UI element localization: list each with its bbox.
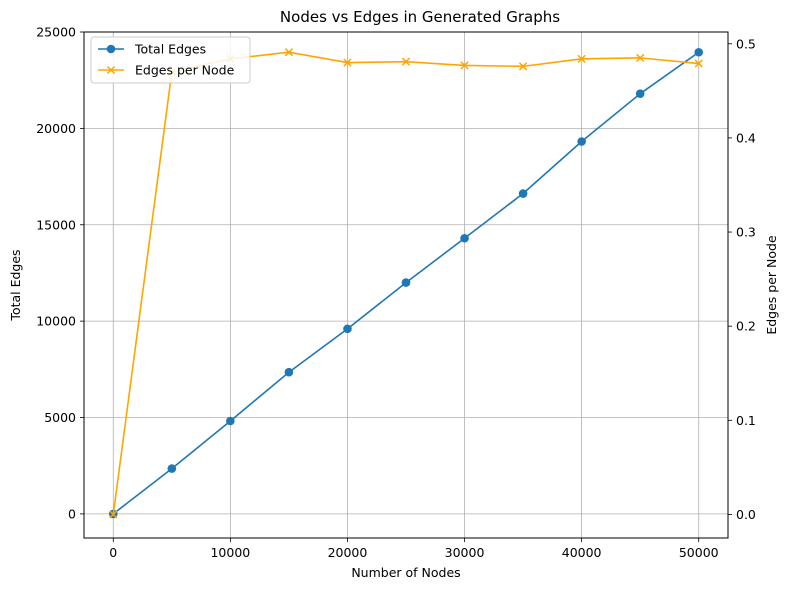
- data-point-total-edges-1: [167, 464, 177, 473]
- series-total-edges: [108, 47, 704, 519]
- y-tick-label-4: 20000: [36, 121, 76, 136]
- legend-marker-total-edges: [106, 44, 116, 54]
- series-layer: [108, 47, 704, 519]
- data-point-total-edges-10: [694, 47, 704, 57]
- data-point-total-edges-2: [226, 416, 235, 426]
- data-point-edges-per-node-7: [518, 62, 528, 71]
- x-tick-label-5: 50000: [679, 545, 719, 560]
- data-point-edges-per-node-0: [109, 510, 118, 519]
- y-tick-label-2: 10000: [36, 314, 76, 329]
- y2-tick-label-1: 0.1: [736, 413, 756, 428]
- data-point-total-edges-3: [284, 367, 294, 377]
- data-point-total-edges-8: [577, 137, 586, 146]
- data-point-total-edges-4: [343, 324, 352, 334]
- x-tick-label-1: 10000: [210, 545, 250, 560]
- x-tick-label-0: 0: [109, 545, 117, 560]
- y2-tick-label-4: 0.4: [736, 130, 756, 145]
- data-point-total-edges-7: [518, 189, 528, 198]
- y2-tick-label-5: 0.5: [736, 36, 756, 51]
- y2-tick-label-0: 0.0: [736, 507, 756, 522]
- x-axis: 0 10000 20000 30000 40000 50000: [109, 538, 719, 560]
- y-tick-label-1: 5000: [44, 410, 76, 425]
- y-axis-left: 0 5000 10000 15000 20000 25000: [36, 25, 84, 521]
- x-tick-label-3: 30000: [445, 545, 485, 560]
- data-point-edges-per-node-10: [694, 59, 703, 68]
- legend-box: [90, 36, 251, 84]
- y2-tick-label-2: 0.2: [736, 319, 756, 334]
- x-tick-label-2: 20000: [328, 545, 368, 560]
- x-tick-label-4: 40000: [562, 545, 602, 560]
- x-axis-title: Number of Nodes: [351, 565, 460, 580]
- data-point-edges-per-node-9: [636, 53, 645, 63]
- data-point-edges-per-node-3: [284, 48, 294, 57]
- y2-axis-title: Edges per Node: [764, 235, 779, 335]
- legend: Total Edges Edges per Node: [90, 36, 251, 84]
- data-point-edges-per-node-6: [460, 61, 469, 70]
- legend-label-edges-per-node: Edges per Node: [135, 63, 235, 78]
- data-point-edges-per-node-5: [401, 57, 411, 66]
- data-point-total-edges-9: [635, 89, 645, 98]
- data-point-edges-per-node-4: [343, 58, 352, 67]
- data-point-total-edges-5: [401, 278, 411, 287]
- plot-frame: [83, 31, 729, 539]
- data-point-edges-per-node-8: [577, 54, 586, 63]
- chart-title: Nodes vs Edges in Generated Graphs: [280, 8, 560, 26]
- y2-tick-label-3: 0.3: [736, 225, 756, 240]
- legend-label-total-edges: Total Edges: [134, 42, 206, 57]
- y-axis-right: 0.0 0.1 0.2 0.3 0.4 0.5: [728, 36, 756, 522]
- y-axis-title: Total Edges: [8, 249, 23, 321]
- data-point-total-edges-6: [460, 233, 469, 243]
- y-tick-label-5: 25000: [36, 25, 76, 40]
- legend-marker-edges-per-node: [106, 65, 116, 75]
- y-tick-label-3: 15000: [36, 217, 76, 232]
- y-tick-label-0: 0: [68, 506, 76, 521]
